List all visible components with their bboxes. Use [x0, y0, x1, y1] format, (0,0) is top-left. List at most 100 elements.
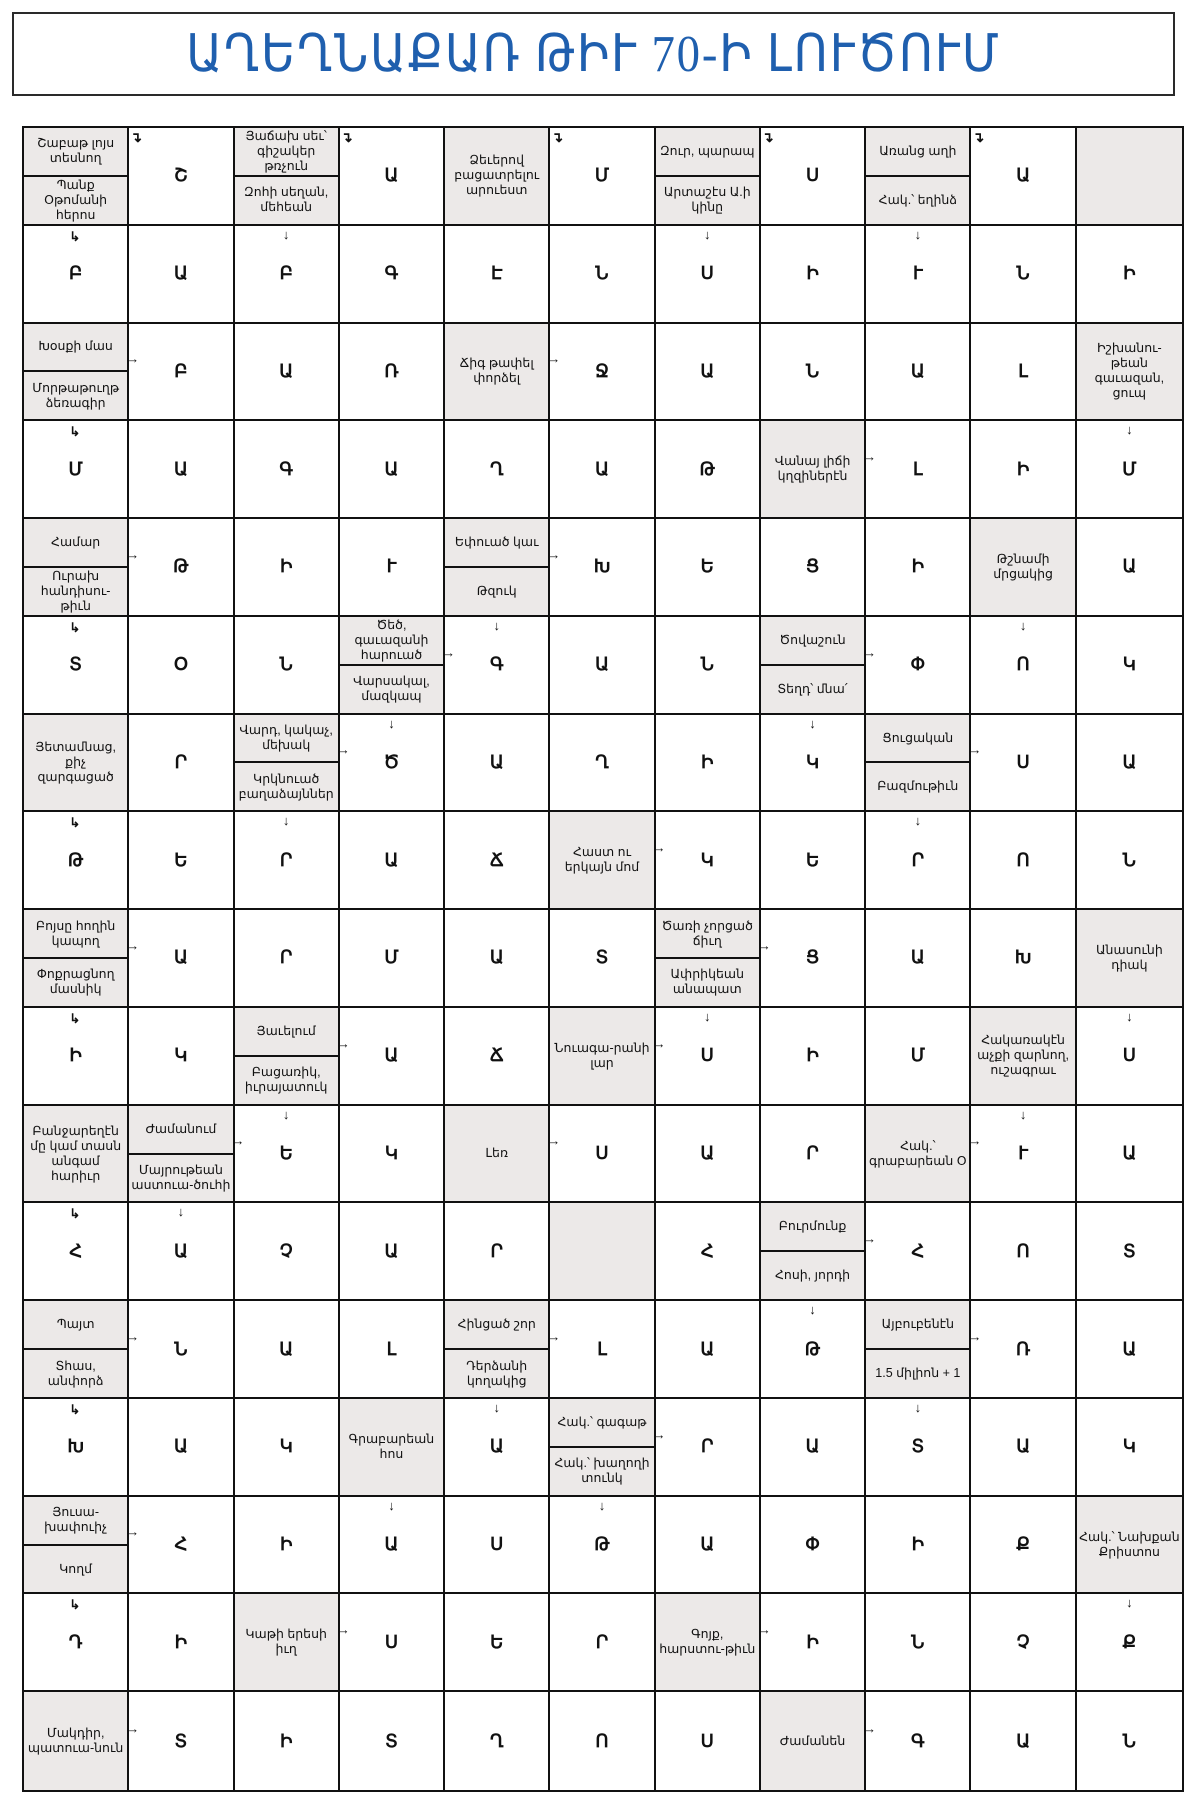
- split-clue-cell: Յաճախ սեւ՝ գիշակեր թռչուն Զոհի սեղան, մեհ…: [234, 128, 340, 226]
- answer-letter: Ս: [700, 263, 714, 284]
- letter-cell: Ա: [234, 1301, 340, 1399]
- bend-right-arrow-icon: ↳: [69, 424, 81, 440]
- answer-letter: Հ: [700, 1240, 714, 1261]
- clue-cell: Մակդիր, պատուա-նուն: [24, 1692, 130, 1790]
- clue-text: Տեղդ՝ մնա՛: [760, 663, 865, 713]
- letter-cell: Բ ↓: [234, 225, 340, 324]
- split-clue-cell: Պայտ Տհաս, անփորձ: [24, 1301, 130, 1399]
- answer-letter: Ա: [174, 1240, 188, 1261]
- answer-letter: Ա: [384, 849, 399, 870]
- down-arrow-icon: ↓: [1126, 1008, 1133, 1024]
- right-arrow-icon: →: [126, 351, 140, 367]
- letter-cell: Ա: [129, 421, 235, 520]
- split-clue-cell: Շաբաթ լոյս տեսնող Պանք Օթոմանի հերոս: [24, 128, 130, 226]
- answer-letter: Տ: [385, 1730, 398, 1751]
- letter-cell: Ս ↓: [1076, 1008, 1182, 1106]
- clue-text: Կողմ: [24, 1543, 128, 1593]
- letter-cell: Ա →: [337, 1007, 446, 1106]
- clue-cell: Գրաբարեան հոս: [339, 1398, 446, 1497]
- down-arrow-icon: ↓: [914, 1399, 922, 1415]
- letter-cell: Ի: [760, 1007, 867, 1106]
- answer-letter: Հ: [911, 1240, 925, 1261]
- answer-letter: Կ: [1122, 654, 1136, 675]
- letter-cell: Ա: [655, 1301, 761, 1399]
- right-arrow-icon: →: [863, 1720, 877, 1736]
- letter-cell: Շ ↴: [129, 128, 235, 226]
- letter-cell: Ա: [445, 910, 551, 1008]
- answer-letter: Ց: [805, 947, 820, 968]
- letter-cell: Մ ↓: [1076, 421, 1182, 520]
- letter-cell: Բ ↳: [24, 225, 130, 324]
- letter-cell: Լ →: [863, 421, 972, 520]
- title-banner: ԱՂԵՂՆԱՔԱՌ ԹԻՒ 70-Ի ԼՈՒԾՈՒՄ: [12, 12, 1175, 96]
- answer-letter: Ա: [1122, 556, 1137, 577]
- answer-letter: Ց: [805, 556, 820, 577]
- clue-cell: Նուագա-րանի լար: [550, 1007, 656, 1106]
- letter-cell: Չ: [234, 1203, 340, 1302]
- letter-cell: Ծ ↓ →: [337, 714, 446, 813]
- split-clue-cell: Հակ.՝ գագաթ Հակ.՝ խաղողի տունկ: [550, 1398, 656, 1497]
- answer-letter: Ի: [806, 1045, 819, 1066]
- answer-letter: Փ: [805, 1534, 820, 1555]
- letter-cell: Ս →: [337, 1594, 446, 1693]
- answer-letter: Ռ: [384, 360, 399, 381]
- letter-cell: Լ: [971, 323, 1077, 422]
- clue-cell: Հաստ ու երկայն մոմ: [550, 812, 656, 911]
- clue-text: Համար: [51, 534, 101, 549]
- letter-cell: Ա: [1076, 519, 1182, 617]
- split-clue-cell: Հինցած շոր Դերձանի կողակից: [445, 1301, 551, 1399]
- answer-letter: Ր: [701, 1436, 714, 1457]
- answer-letter: Ր: [911, 849, 925, 870]
- letter-cell: Ճ: [445, 812, 551, 911]
- answer-letter: Թ: [804, 1338, 821, 1359]
- clue-cell: Հակ.՝ Նախքան Քրիստոս: [1076, 1496, 1182, 1595]
- clue-cell: Հակ.՝ գրաբարեան Օ: [866, 1105, 972, 1204]
- answer-letter: Ա: [384, 458, 399, 479]
- split-clue-cell: Այբուբենէն 1.5 միլիոն + 1: [866, 1301, 972, 1399]
- answer-letter: Ո: [1016, 654, 1030, 675]
- answer-letter: Ի: [279, 556, 293, 577]
- answer-letter: Ս: [1016, 751, 1030, 772]
- letter-cell: Ա: [129, 225, 235, 324]
- letter-cell: Գ: [339, 225, 446, 324]
- letter-cell: Ա ↓: [129, 1203, 235, 1302]
- answer-letter: Ա: [384, 165, 399, 186]
- answer-letter: Կ: [174, 1045, 188, 1066]
- letter-cell: Ք ↓: [1076, 1594, 1182, 1693]
- right-arrow-icon: →: [126, 1328, 140, 1344]
- answer-letter: Ր: [490, 1240, 503, 1261]
- letter-cell: Ո ↓: [971, 616, 1077, 715]
- clue-text: Զոհի սեղան, մեհեան: [234, 174, 338, 224]
- bend-right-arrow-icon: ↳: [69, 228, 81, 244]
- bend-down-arrow-icon: ↴: [761, 129, 774, 145]
- letter-cell: Ս ↓ →: [652, 1007, 761, 1106]
- letter-cell: Է: [445, 225, 551, 324]
- letter-cell: Ա: [655, 1496, 761, 1595]
- answer-letter: Ս: [384, 1631, 399, 1652]
- answer-letter: Ա: [1122, 1143, 1137, 1164]
- split-clue-cell: Ժամանում Մայրութեան աստուա-ծուհի: [129, 1105, 235, 1204]
- answer-letter: Թ: [594, 1534, 610, 1555]
- letter-cell: Ի: [971, 421, 1077, 520]
- down-arrow-icon: ↓: [809, 1302, 816, 1318]
- letter-cell: Ր →: [653, 1398, 761, 1497]
- crossword-grid: Շաբաթ լոյս տեսնող Պանք Օթոմանի հերոս Շ ↴ Յաճ…: [22, 126, 1184, 1792]
- down-arrow-icon: ↓: [704, 226, 711, 242]
- split-clue-cell: Եփուած կաւ Թզուկ: [445, 519, 551, 617]
- right-arrow-icon: →: [757, 1622, 771, 1638]
- clue-cell: Իշխանու-թեան գաւազան, ցուպ: [1076, 323, 1182, 422]
- right-arrow-icon: →: [652, 1035, 666, 1051]
- letter-cell: Թ ↓: [760, 1301, 867, 1399]
- right-arrow-icon: →: [968, 742, 982, 758]
- answer-letter: Կ: [805, 751, 820, 772]
- letter-cell: Կ ↓: [760, 714, 867, 813]
- answer-letter: Ր: [279, 849, 293, 870]
- clue-text: Հակ.՝ խաղողի տունկ: [550, 1445, 654, 1495]
- right-arrow-icon: →: [968, 1328, 982, 1344]
- clue-text: Հինցած շոր: [457, 1317, 536, 1332]
- letter-cell: Խ ↳: [24, 1398, 130, 1497]
- letter-cell: Ս →: [968, 714, 1077, 813]
- letter-cell: Ղ: [445, 1692, 551, 1790]
- clue-text: Գոյք, հարստու-թիւն: [659, 1627, 756, 1657]
- answer-letter: Ն: [911, 1631, 925, 1652]
